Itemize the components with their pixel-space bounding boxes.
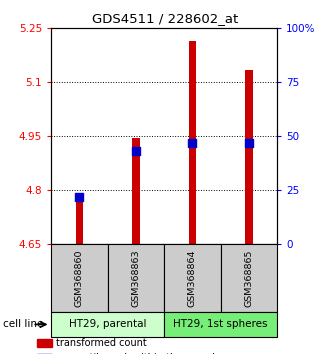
Text: GSM368860: GSM368860 — [75, 249, 84, 307]
FancyBboxPatch shape — [51, 244, 108, 312]
Point — [190, 140, 195, 145]
Text: transformed count: transformed count — [56, 338, 147, 348]
Text: GSM368864: GSM368864 — [188, 249, 197, 307]
Bar — [245, 70, 253, 244]
Text: GSM368865: GSM368865 — [245, 249, 253, 307]
Bar — [76, 199, 83, 244]
FancyBboxPatch shape — [164, 312, 277, 337]
Bar — [189, 41, 196, 244]
Point — [246, 140, 251, 145]
FancyBboxPatch shape — [51, 312, 164, 337]
Text: HT29, parental: HT29, parental — [69, 319, 147, 330]
Text: HT29, 1st spheres: HT29, 1st spheres — [174, 319, 268, 330]
Point — [77, 194, 82, 200]
Text: percentile rank within the sample: percentile rank within the sample — [56, 353, 221, 354]
FancyBboxPatch shape — [108, 244, 164, 312]
FancyBboxPatch shape — [164, 244, 221, 312]
Text: cell line: cell line — [3, 319, 44, 330]
FancyBboxPatch shape — [221, 244, 277, 312]
Text: GDS4511 / 228602_at: GDS4511 / 228602_at — [92, 12, 238, 25]
Point — [133, 149, 139, 154]
Text: GSM368863: GSM368863 — [131, 249, 141, 307]
Bar — [37, 338, 51, 347]
Bar — [132, 138, 140, 244]
